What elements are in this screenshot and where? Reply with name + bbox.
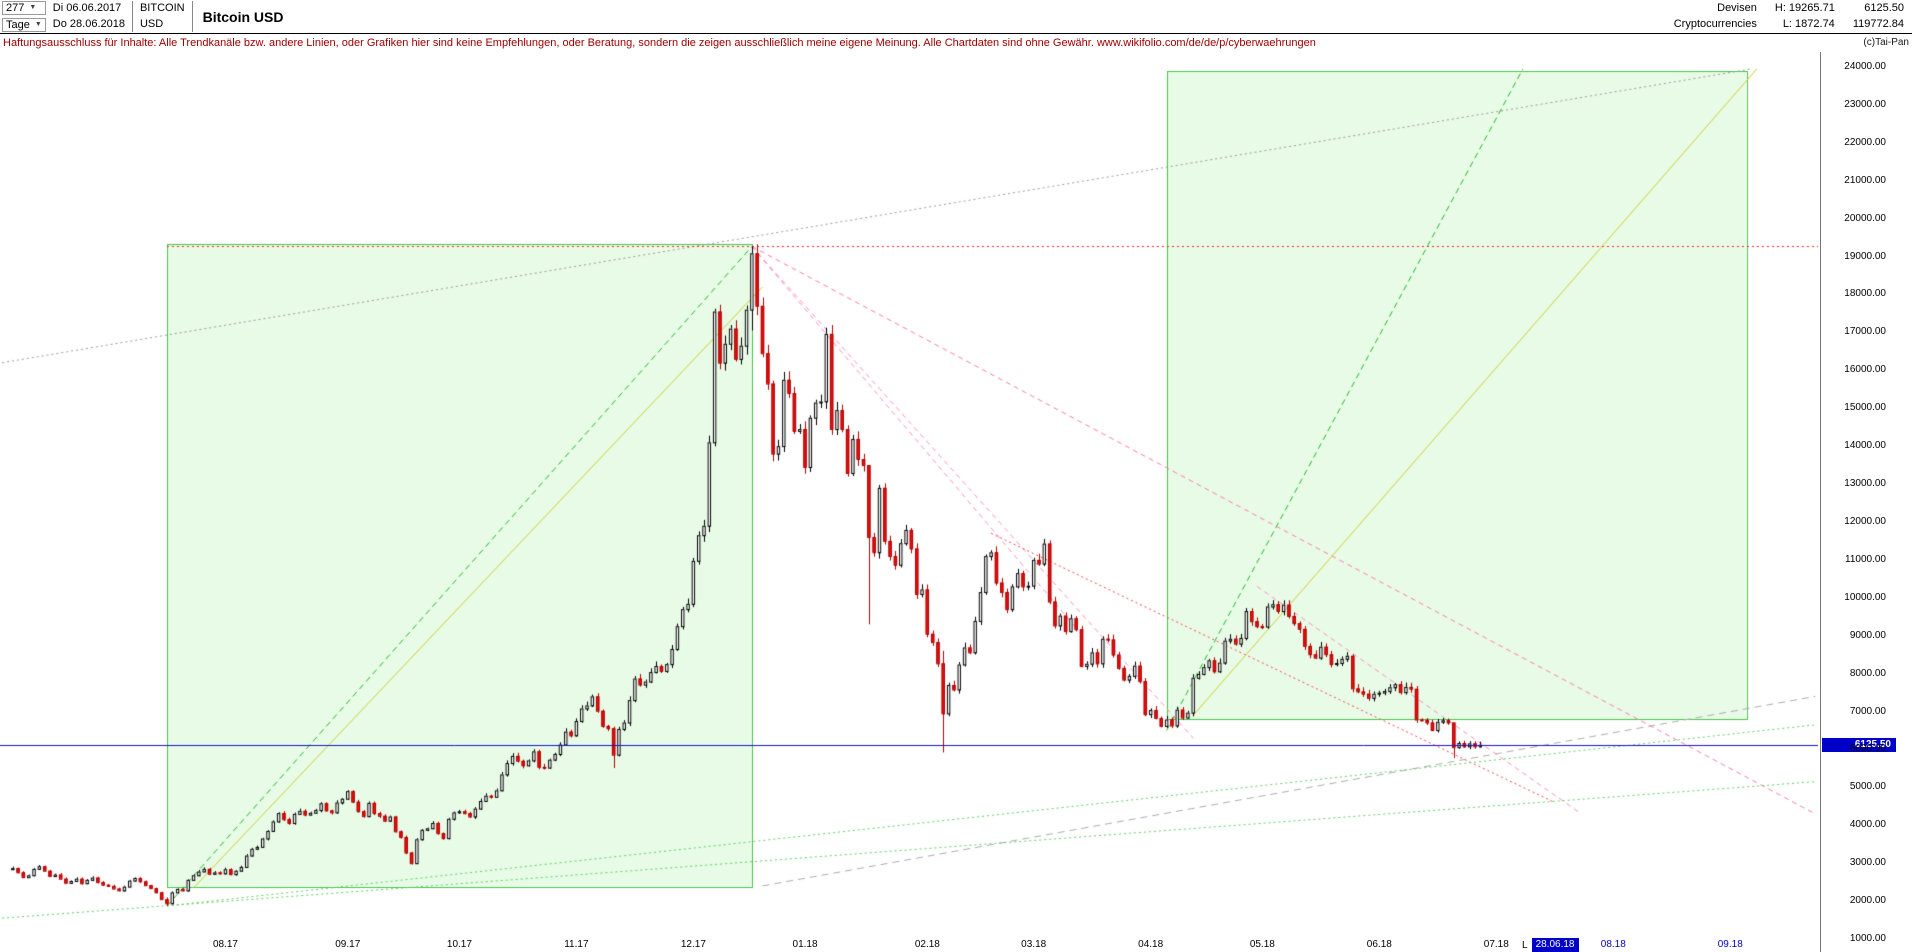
last-marker-prefix: L <box>1522 939 1528 951</box>
disclaimer-url[interactable]: www.wikifolio.com/de/de/p/cyberwaehrunge… <box>1096 37 1316 49</box>
chevron-down-icon: ▼ <box>29 4 37 11</box>
price-axis-tick: 24000.00 <box>1844 61 1886 72</box>
chart-title: Bitcoin USD <box>202 8 284 25</box>
start-date[interactable]: Di 06.06.2017 <box>52 2 122 14</box>
price-axis-tick: 4000.00 <box>1849 819 1886 831</box>
header-right: Devisen Cryptocurrencies H: 19265.71 L: … <box>1674 0 1912 33</box>
price-axis-tick: 23000.00 <box>1844 98 1886 110</box>
chevron-down-icon: ▼ <box>34 21 42 28</box>
price-axis-tick: 10000.00 <box>1844 591 1886 603</box>
period-dropdown[interactable]: Tage ▼ <box>2 18 46 32</box>
symbol-currency: USD <box>139 18 164 30</box>
price-axis-tick: 21000.00 <box>1844 174 1886 186</box>
price-axis-tick: 3000.00 <box>1849 857 1886 869</box>
price-axis-tick: 11000.00 <box>1845 553 1886 565</box>
price-axis-tick: 22000.00 <box>1844 136 1886 148</box>
price-axis-tick: 12000.00 <box>1844 515 1886 527</box>
last-date-marker: L 28.06.18 <box>1522 938 1579 952</box>
period-value: Tage <box>6 19 30 31</box>
last-price: 6125.50 <box>1864 2 1904 14</box>
price-axis-tick: 16000.00 <box>1844 364 1886 376</box>
price-axis-tick: 14000.00 <box>1844 440 1886 452</box>
chart-header: 277 ▼ Tage ▼ Di 06.06.2017 Do 28.06.2018… <box>0 0 1912 34</box>
symbol-name: BITCOIN <box>139 2 185 14</box>
price-axis-tick: 20000.00 <box>1844 212 1886 224</box>
price-axis-tick: 2000.00 <box>1849 895 1886 907</box>
last-price-tag: 6125.50 <box>1822 737 1896 752</box>
last-date-badge: 28.06.18 <box>1531 938 1579 952</box>
low-value: L: 1872.74 <box>1782 18 1835 30</box>
disclaimer-text: Haftungsausschluss für Inhalte: Alle Tre… <box>3 37 1094 49</box>
candlestick-chart-canvas[interactable] <box>0 52 1818 952</box>
price-axis: 6125.50 1000.00 2000.00 3000.00 4000.00 5000… <box>1820 52 1912 952</box>
bars-count-value: 277 <box>6 2 25 14</box>
header-left: 277 ▼ Tage ▼ Di 06.06.2017 Do 28.06.2018… <box>0 0 283 33</box>
price-axis-tick: 15000.00 <box>1844 402 1886 414</box>
disclaimer-row: Haftungsausschluss für Inhalte: Alle Tre… <box>0 34 1912 52</box>
price-axis-tick: 9000.00 <box>1849 629 1886 641</box>
copyright-label: (c)Tai-Pan <box>1863 37 1909 48</box>
price-axis-tick: 6000.00 <box>1849 743 1886 755</box>
price-axis-tick: 18000.00 <box>1844 288 1886 300</box>
high-value: H: 19265.71 <box>1774 2 1835 14</box>
chart-area: 08.17 09.17 10.17 11.17 12.17 01.18 02.18 03.18… <box>0 52 1912 952</box>
bars-count-dropdown[interactable]: 277 ▼ <box>2 1 46 15</box>
end-date[interactable]: Do 28.06.2018 <box>52 18 125 30</box>
price-axis-tick: 7000.00 <box>1849 705 1886 717</box>
price-axis-tick: 1000.00 <box>1849 933 1886 944</box>
price-axis-tick: 17000.00 <box>1844 326 1886 338</box>
price-axis-tick: 19000.00 <box>1844 250 1886 262</box>
price-axis-tick: 5000.00 <box>1849 781 1886 793</box>
volume-value: 119772.84 <box>1852 18 1904 30</box>
subcategory-label: Cryptocurrencies <box>1673 18 1757 30</box>
category-label: Devisen <box>1717 2 1757 14</box>
price-axis-tick: 13000.00 <box>1844 478 1886 490</box>
price-axis-tick: 8000.00 <box>1849 667 1886 679</box>
